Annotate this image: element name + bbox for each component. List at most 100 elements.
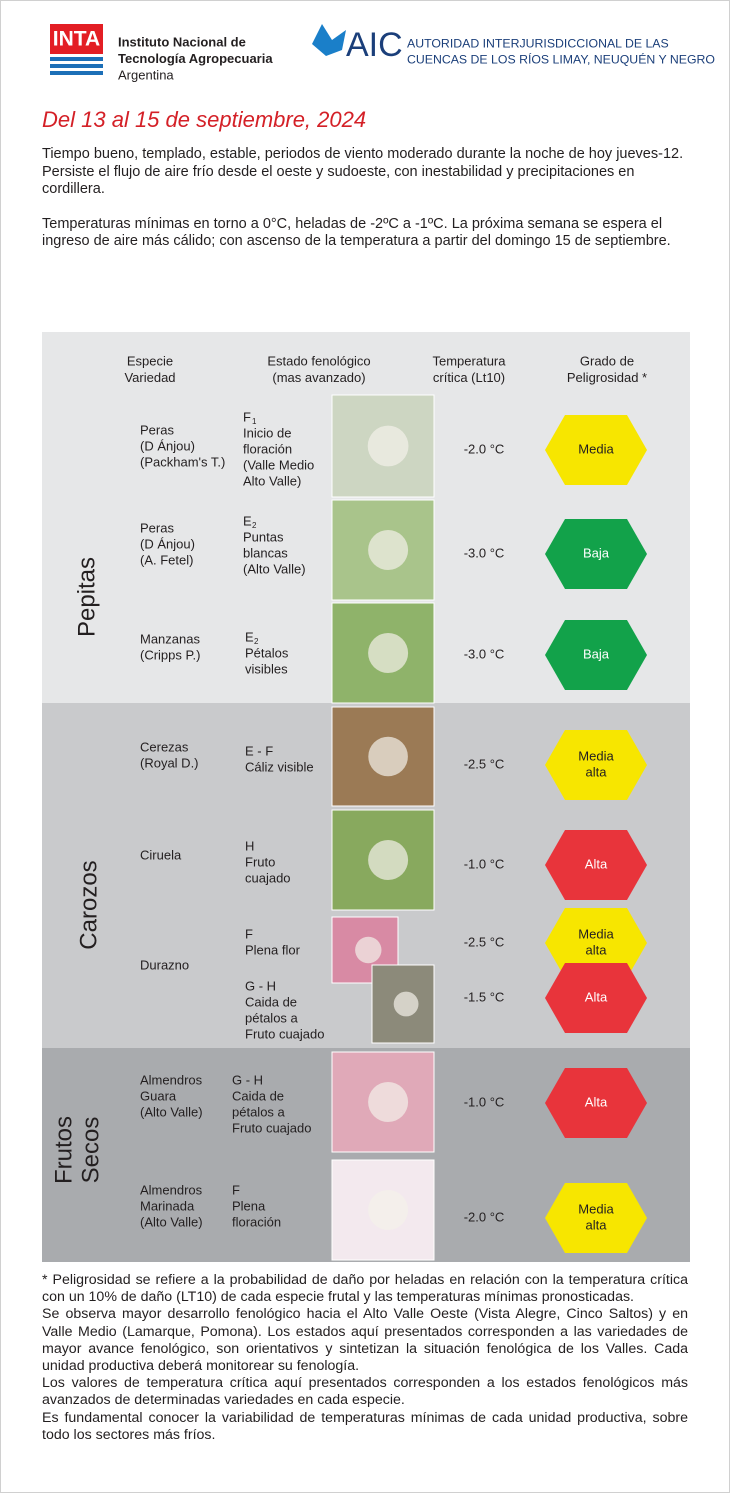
column-header: Especie	[127, 353, 173, 368]
stage-sub: 1	[252, 417, 257, 426]
photo-detail	[368, 736, 408, 777]
inta-name: Argentina	[118, 67, 174, 82]
inta-logo: INTA	[53, 28, 100, 51]
column-header: (mas avanzado)	[272, 370, 365, 385]
stage-text: pétalos a	[232, 1104, 286, 1119]
stage-text: Puntas	[243, 529, 284, 544]
column-header: Grado de	[580, 353, 634, 368]
stage-text: (Alto Valle)	[243, 561, 306, 576]
photo-detail	[368, 530, 409, 570]
species: (Alto Valle)	[140, 1104, 203, 1119]
group-label: Frutos	[50, 1116, 77, 1184]
temperature: -1.0 °C	[464, 856, 505, 871]
stage-code: G - H	[232, 1072, 263, 1087]
inta-name: Instituto Nacional de	[118, 34, 246, 49]
stage-code: E - F	[245, 743, 273, 758]
group-label: Carozos	[75, 860, 102, 949]
stage-text: Alto Valle)	[243, 473, 301, 488]
column-header: Estado fenológico	[267, 353, 370, 368]
species: Manzanas	[140, 631, 200, 646]
risk-label: alta	[586, 764, 608, 779]
inta-stripe	[50, 64, 103, 68]
group-label: Pepitas	[73, 557, 100, 637]
temperature: -2.5 °C	[464, 934, 505, 949]
inta-logo-box	[50, 24, 103, 54]
stage-text: cuajado	[245, 870, 291, 885]
species: (Cripps P.)	[140, 647, 200, 662]
stage-code: F	[232, 1182, 240, 1197]
species: (Packham's T.)	[140, 454, 225, 469]
risk-label: Alta	[585, 856, 608, 871]
risk-label: alta	[586, 1217, 608, 1232]
risk-badge	[545, 620, 647, 690]
species: (D Ánjou)	[140, 438, 195, 453]
stage-code: E	[243, 513, 252, 528]
risk-label: Alta	[585, 1094, 608, 1109]
risk-label: Baja	[583, 545, 610, 560]
intro: Tiempo bueno, templado, estable, periodo…	[42, 146, 692, 251]
species: Durazno	[140, 957, 189, 972]
paragraph: Es fundamental conocer la variabilidad d…	[42, 1409, 688, 1443]
temperature: -2.5 °C	[464, 756, 505, 771]
risk-badge	[545, 415, 647, 485]
paragraph: Tiempo bueno, templado, estable, periodo…	[42, 146, 684, 197]
column-header: crítica (Lt10)	[433, 370, 505, 385]
stage-text: (Valle Medio	[243, 457, 314, 472]
species: Almendros	[140, 1182, 203, 1197]
risk-label: alta	[586, 942, 608, 957]
column-header: Peligrosidad *	[567, 370, 647, 385]
species: Peras	[140, 520, 174, 535]
risk-label: Media	[578, 1201, 614, 1216]
species: Guara	[140, 1088, 177, 1103]
stage-text: visibles	[245, 661, 288, 676]
risk-label: Baja	[583, 646, 610, 661]
aic-name: AUTORIDAD INTERJURISDICCIONAL DE LAS	[407, 36, 669, 50]
column-header: Temperatura	[433, 353, 507, 368]
paragraph: Se observa mayor desarrollo fenológico h…	[42, 1306, 688, 1375]
stage-text: Plena	[232, 1198, 266, 1213]
stage-text: floración	[232, 1214, 281, 1229]
risk-badge	[545, 730, 647, 800]
stage-code: E	[245, 629, 254, 644]
risk-badge	[545, 519, 647, 589]
stage-text: blancas	[243, 545, 288, 560]
stage-text: Plena flor	[245, 942, 301, 957]
stage-text: Caida de	[245, 994, 297, 1009]
aic-bird	[312, 24, 346, 56]
stage-text: Fruto	[245, 854, 275, 869]
temperature: -3.0 °C	[464, 646, 505, 661]
stage-code: H	[245, 838, 254, 853]
stage-text: Inicio de	[243, 425, 291, 440]
inta-name: Tecnología Agropecuaria	[118, 51, 273, 66]
species: Peras	[140, 422, 174, 437]
temperature: -3.0 °C	[464, 545, 505, 560]
group-label: Secos	[77, 1117, 104, 1184]
column-header: Variedad	[124, 370, 175, 385]
paragraph: Temperaturas mínimas en torno a 0°C, hel…	[42, 215, 671, 250]
risk-badge	[545, 1068, 647, 1138]
stage-code: F	[245, 926, 253, 941]
species: (Alto Valle)	[140, 1214, 203, 1229]
species: (A. Fetel)	[140, 552, 193, 567]
risk-badge	[545, 830, 647, 900]
stage-text: Fruto cuajado	[232, 1120, 312, 1135]
photo-detail	[368, 840, 409, 880]
stage-code: G - H	[245, 978, 276, 993]
species: (D Ánjou)	[140, 536, 195, 551]
photo-detail	[368, 1082, 409, 1122]
title: Del 13 al 15 de septiembre, 2024	[42, 107, 366, 132]
footer: * Peligrosidad se refiere a la probabili…	[42, 1272, 688, 1444]
risk-label: Media	[578, 441, 614, 456]
species: Cerezas	[140, 739, 189, 754]
aic-logo: AIC	[346, 26, 403, 64]
species: Marinada	[140, 1198, 195, 1213]
aic-name: CUENCAS DE LOS RÍOS LIMAY, NEUQUÉN Y NEG…	[407, 51, 715, 66]
stage-text: Pétalos	[245, 645, 289, 660]
temperature: -2.0 °C	[464, 1209, 505, 1224]
stage-text: pétalos a	[245, 1010, 299, 1025]
stage-text: Fruto cuajado	[245, 1026, 325, 1041]
risk-badge	[545, 1183, 647, 1253]
photo-detail	[355, 936, 382, 964]
